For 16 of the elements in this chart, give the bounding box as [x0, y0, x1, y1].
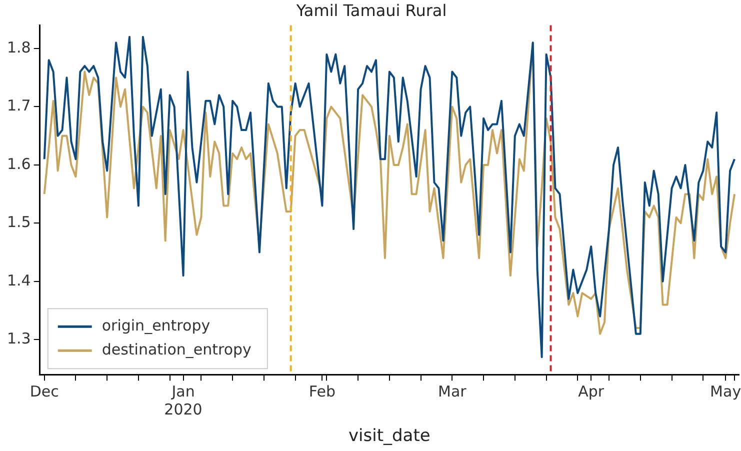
legend-label: origin_entropy — [102, 316, 210, 334]
x-tick-label: Jan 2020 — [164, 382, 202, 418]
chart-title: Yamil Tamaui Rural — [295, 0, 447, 20]
y-tick-label: 1.8 — [6, 38, 31, 56]
x-tick-label: Mar — [438, 382, 468, 400]
y-tick-label: 1.5 — [6, 213, 31, 232]
legend-label: destination_entropy — [102, 340, 252, 358]
x-tick-label: May — [710, 382, 741, 400]
y-tick-label: 1.6 — [6, 154, 31, 173]
x-tick-label: Apr — [578, 382, 605, 400]
y-tick-label: 1.7 — [6, 96, 31, 115]
x-tick-label: Dec — [30, 382, 59, 400]
y-tick-label: 1.3 — [6, 330, 31, 348]
y-tick-label: 1.4 — [6, 271, 31, 290]
x-axis-title: visit_date — [348, 426, 430, 446]
x-tick-label: Feb — [308, 382, 336, 400]
